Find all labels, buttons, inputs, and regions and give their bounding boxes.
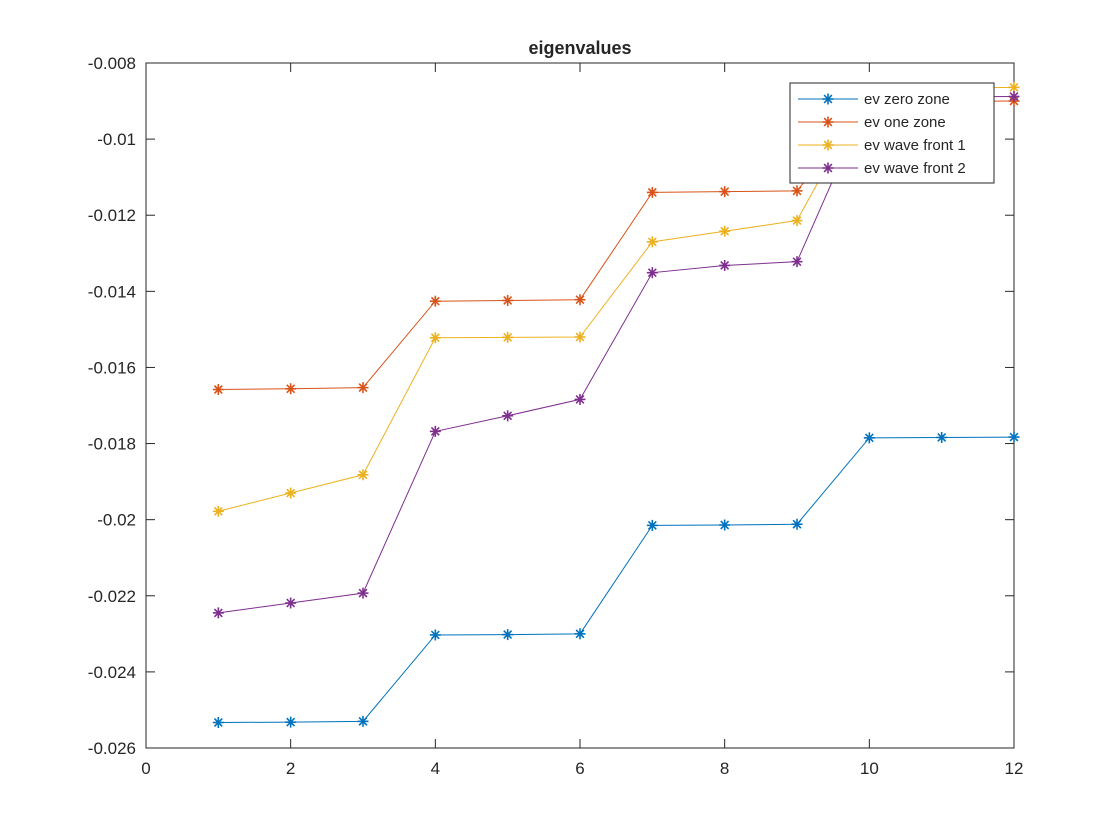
data-point xyxy=(574,331,586,343)
data-point xyxy=(212,607,224,619)
x-tick-label: 10 xyxy=(860,759,879,778)
data-point xyxy=(429,295,441,307)
data-point xyxy=(212,505,224,517)
x-tick-label: 8 xyxy=(720,759,729,778)
legend-marker xyxy=(822,93,834,105)
data-point xyxy=(646,267,658,279)
data-point xyxy=(791,256,803,268)
data-point xyxy=(719,225,731,237)
data-point xyxy=(429,629,441,641)
y-tick-label: -0.026 xyxy=(88,739,136,758)
data-point xyxy=(719,259,731,271)
y-tick-label: -0.024 xyxy=(88,663,136,682)
y-tick-label: -0.022 xyxy=(88,587,136,606)
data-point xyxy=(574,294,586,306)
y-tick-label: -0.016 xyxy=(88,358,136,377)
legend-label: ev wave front 1 xyxy=(864,137,966,154)
data-point xyxy=(646,519,658,531)
data-point xyxy=(502,294,514,306)
legend-label: ev zero zone xyxy=(864,91,950,108)
data-point xyxy=(357,715,369,727)
legend-marker xyxy=(822,116,834,128)
data-point xyxy=(791,215,803,227)
x-tick-label: 6 xyxy=(575,759,584,778)
x-tick-label: 12 xyxy=(1005,759,1024,778)
legend: ev zero zone ev one zone ev wave front 1 ev… xyxy=(789,82,995,184)
data-point xyxy=(429,332,441,344)
data-point xyxy=(285,383,297,395)
data-point xyxy=(646,236,658,248)
series-1 xyxy=(212,431,1020,729)
x-tick-label: 0 xyxy=(141,759,150,778)
data-point xyxy=(502,410,514,422)
plot-area: 0 2 4 6 8 10 12 -0.026 -0.024 -0.022 -0.02 -0.018 -0… xyxy=(88,54,1024,778)
data-point xyxy=(429,425,441,437)
data-point xyxy=(285,597,297,609)
y-tick-label: -0.014 xyxy=(88,282,136,301)
data-point xyxy=(502,331,514,343)
legend-item: ev one zone xyxy=(798,114,946,131)
data-point xyxy=(719,186,731,198)
y-tick-label: -0.012 xyxy=(88,206,136,225)
data-point xyxy=(791,185,803,197)
series-line xyxy=(218,436,1015,724)
data-point xyxy=(574,628,586,640)
data-point xyxy=(863,432,875,444)
legend-marker xyxy=(822,162,834,174)
x-tick-label: 4 xyxy=(431,759,440,778)
chart-title: eigenvalues xyxy=(528,38,631,58)
legend-item: ev wave front 1 xyxy=(798,137,966,154)
y-tick-label: -0.02 xyxy=(97,511,136,530)
data-point xyxy=(791,518,803,530)
data-point xyxy=(212,384,224,396)
legend-marker xyxy=(822,139,834,151)
data-point xyxy=(285,487,297,499)
legend-label: ev wave front 2 xyxy=(864,160,966,177)
data-point xyxy=(357,587,369,599)
legend-item: ev wave front 2 xyxy=(798,160,966,177)
data-point xyxy=(719,519,731,531)
data-point xyxy=(502,629,514,641)
y-tick-label: -0.008 xyxy=(88,54,136,73)
y-tick-label: -0.018 xyxy=(88,435,136,454)
data-point xyxy=(1008,90,1020,102)
legend-label: ev one zone xyxy=(864,114,946,131)
data-point xyxy=(574,393,586,405)
data-point xyxy=(936,431,948,443)
data-point xyxy=(357,469,369,481)
y-tick-label: -0.01 xyxy=(97,130,136,149)
data-point xyxy=(646,186,658,198)
legend-item: ev zero zone xyxy=(798,91,950,108)
data-point xyxy=(212,717,224,729)
data-point xyxy=(1008,431,1020,443)
data-point xyxy=(357,382,369,394)
data-point xyxy=(285,716,297,728)
x-tick-label: 2 xyxy=(286,759,295,778)
